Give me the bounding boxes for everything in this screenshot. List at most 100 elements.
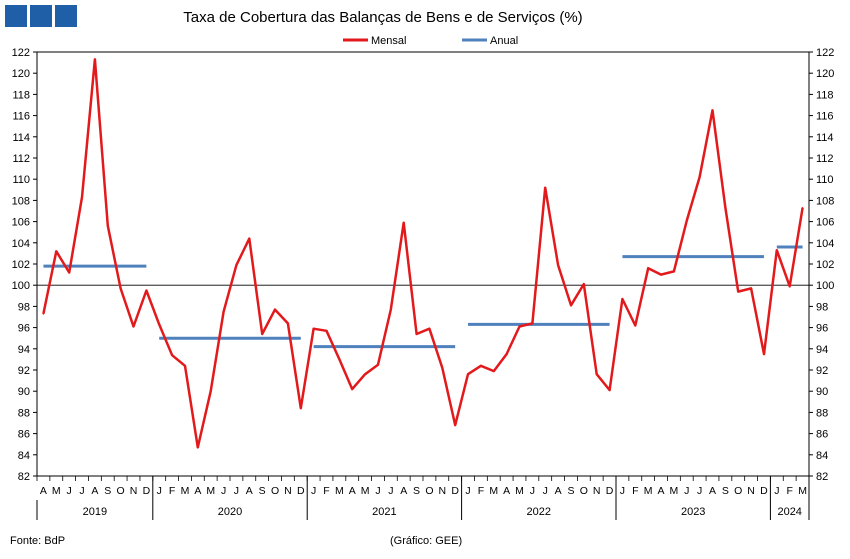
monthly-data-point	[81, 196, 83, 199]
monthly-data-point	[184, 364, 186, 367]
chart-title: Taxa de Cobertura das Balanças de Bens e…	[183, 9, 583, 26]
y-tick-label-right: 108	[816, 195, 834, 207]
monthly-data-point	[518, 325, 521, 328]
monthly-data-point	[415, 333, 418, 335]
y-tick-label-right: 104	[816, 238, 834, 250]
monthly-data-point	[338, 358, 341, 361]
y-tick-label-right: 86	[816, 429, 828, 441]
x-month-label: N	[747, 485, 755, 497]
x-month-label: J	[697, 485, 702, 497]
x-month-label: J	[774, 485, 779, 497]
x-month-label: J	[311, 485, 316, 497]
monthly-data-point	[377, 363, 379, 366]
x-month-label: A	[246, 485, 253, 497]
x-month-label: F	[478, 485, 484, 497]
monthly-data-point	[621, 298, 624, 300]
x-year-label: 2019	[83, 506, 107, 518]
monthly-data-point	[750, 287, 752, 290]
y-tick-label-left: 102	[12, 259, 30, 271]
monthly-data-point	[763, 353, 765, 355]
monthly-series-line	[42, 58, 804, 449]
brand-logo	[5, 5, 77, 27]
monthly-data-point	[737, 290, 740, 293]
x-month-label: J	[375, 485, 380, 497]
monthly-data-point	[698, 176, 701, 178]
monthly-data-point	[42, 313, 45, 315]
x-month-label: M	[52, 485, 61, 497]
y-tick-label-right: 114	[816, 132, 834, 144]
monthly-data-point	[441, 367, 444, 369]
x-month-label: N	[130, 485, 138, 497]
y-tick-label-right: 110	[816, 174, 834, 186]
x-month-label: J	[684, 485, 689, 497]
y-tick-label-right: 118	[816, 89, 834, 101]
monthly-data-point	[68, 271, 70, 274]
x-month-label: M	[798, 485, 807, 497]
x-month-label: M	[361, 485, 370, 497]
x-month-label: J	[67, 485, 72, 497]
y-tick-label-left: 82	[18, 471, 30, 483]
y-tick-label-left: 96	[18, 323, 30, 335]
monthly-data-point	[197, 446, 199, 449]
monthly-data-point	[106, 225, 109, 227]
y-tick-label-left: 116	[12, 111, 30, 123]
x-month-label: J	[543, 485, 548, 497]
x-month-label: J	[388, 485, 393, 497]
monthly-data-point	[673, 270, 675, 273]
y-tick-label-left: 110	[12, 174, 30, 186]
y-tick-label-right: 116	[816, 111, 834, 123]
monthly-data-point	[467, 373, 469, 376]
y-tick-label-right: 94	[816, 344, 828, 356]
monthly-data-point	[299, 407, 302, 409]
monthly-data-point	[454, 424, 456, 426]
monthly-data-point	[505, 353, 508, 355]
y-tick-label-right: 88	[816, 407, 828, 419]
x-month-label: M	[489, 485, 498, 497]
monthly-data-point	[660, 273, 662, 276]
y-tick-label-left: 120	[12, 68, 30, 80]
y-tick-label-left: 88	[18, 407, 30, 419]
x-month-label: D	[143, 485, 151, 497]
x-month-label: A	[40, 485, 47, 497]
y-tick-label-left: 114	[12, 132, 30, 144]
y-tick-label-left: 92	[18, 365, 30, 377]
y-tick-label-right: 102	[816, 259, 834, 271]
x-month-label: M	[206, 485, 215, 497]
y-tick-label-left: 108	[12, 195, 30, 207]
x-month-label: S	[567, 485, 574, 497]
x-month-label: F	[169, 485, 175, 497]
y-tick-label-left: 90	[18, 386, 30, 398]
y-tick-label-left: 122	[12, 47, 30, 59]
x-month-label: A	[91, 485, 98, 497]
x-month-label: S	[104, 485, 111, 497]
x-month-label: J	[79, 485, 84, 497]
y-tick-label-right: 98	[816, 301, 828, 313]
y-tick-label-right: 112	[816, 153, 834, 165]
monthly-data-point	[788, 285, 791, 288]
monthly-data-point	[801, 207, 804, 209]
monthly-data-point	[325, 329, 328, 332]
y-tick-label-right: 84	[816, 450, 828, 462]
x-month-label: A	[349, 485, 356, 497]
x-month-label: O	[734, 485, 742, 497]
x-month-label: D	[297, 485, 305, 497]
x-month-label: N	[593, 485, 601, 497]
x-month-label: S	[722, 485, 729, 497]
monthly-data-point	[492, 370, 495, 372]
x-year-label: 2024	[777, 506, 801, 518]
x-month-label: F	[632, 485, 638, 497]
x-month-label: N	[439, 485, 447, 497]
y-tick-label-right: 82	[816, 471, 828, 483]
x-month-label: M	[644, 485, 653, 497]
monthly-data-point	[402, 221, 405, 224]
x-month-label: S	[259, 485, 266, 497]
monthly-data-point	[158, 323, 161, 326]
x-month-label: A	[709, 485, 716, 497]
x-month-label: O	[580, 485, 588, 497]
monthly-data-point	[647, 267, 649, 270]
monthly-data-point	[119, 287, 122, 290]
y-tick-label-left: 100	[12, 280, 30, 292]
y-tick-label-right: 92	[816, 365, 828, 377]
x-month-label: J	[465, 485, 470, 497]
x-month-label: M	[181, 485, 190, 497]
